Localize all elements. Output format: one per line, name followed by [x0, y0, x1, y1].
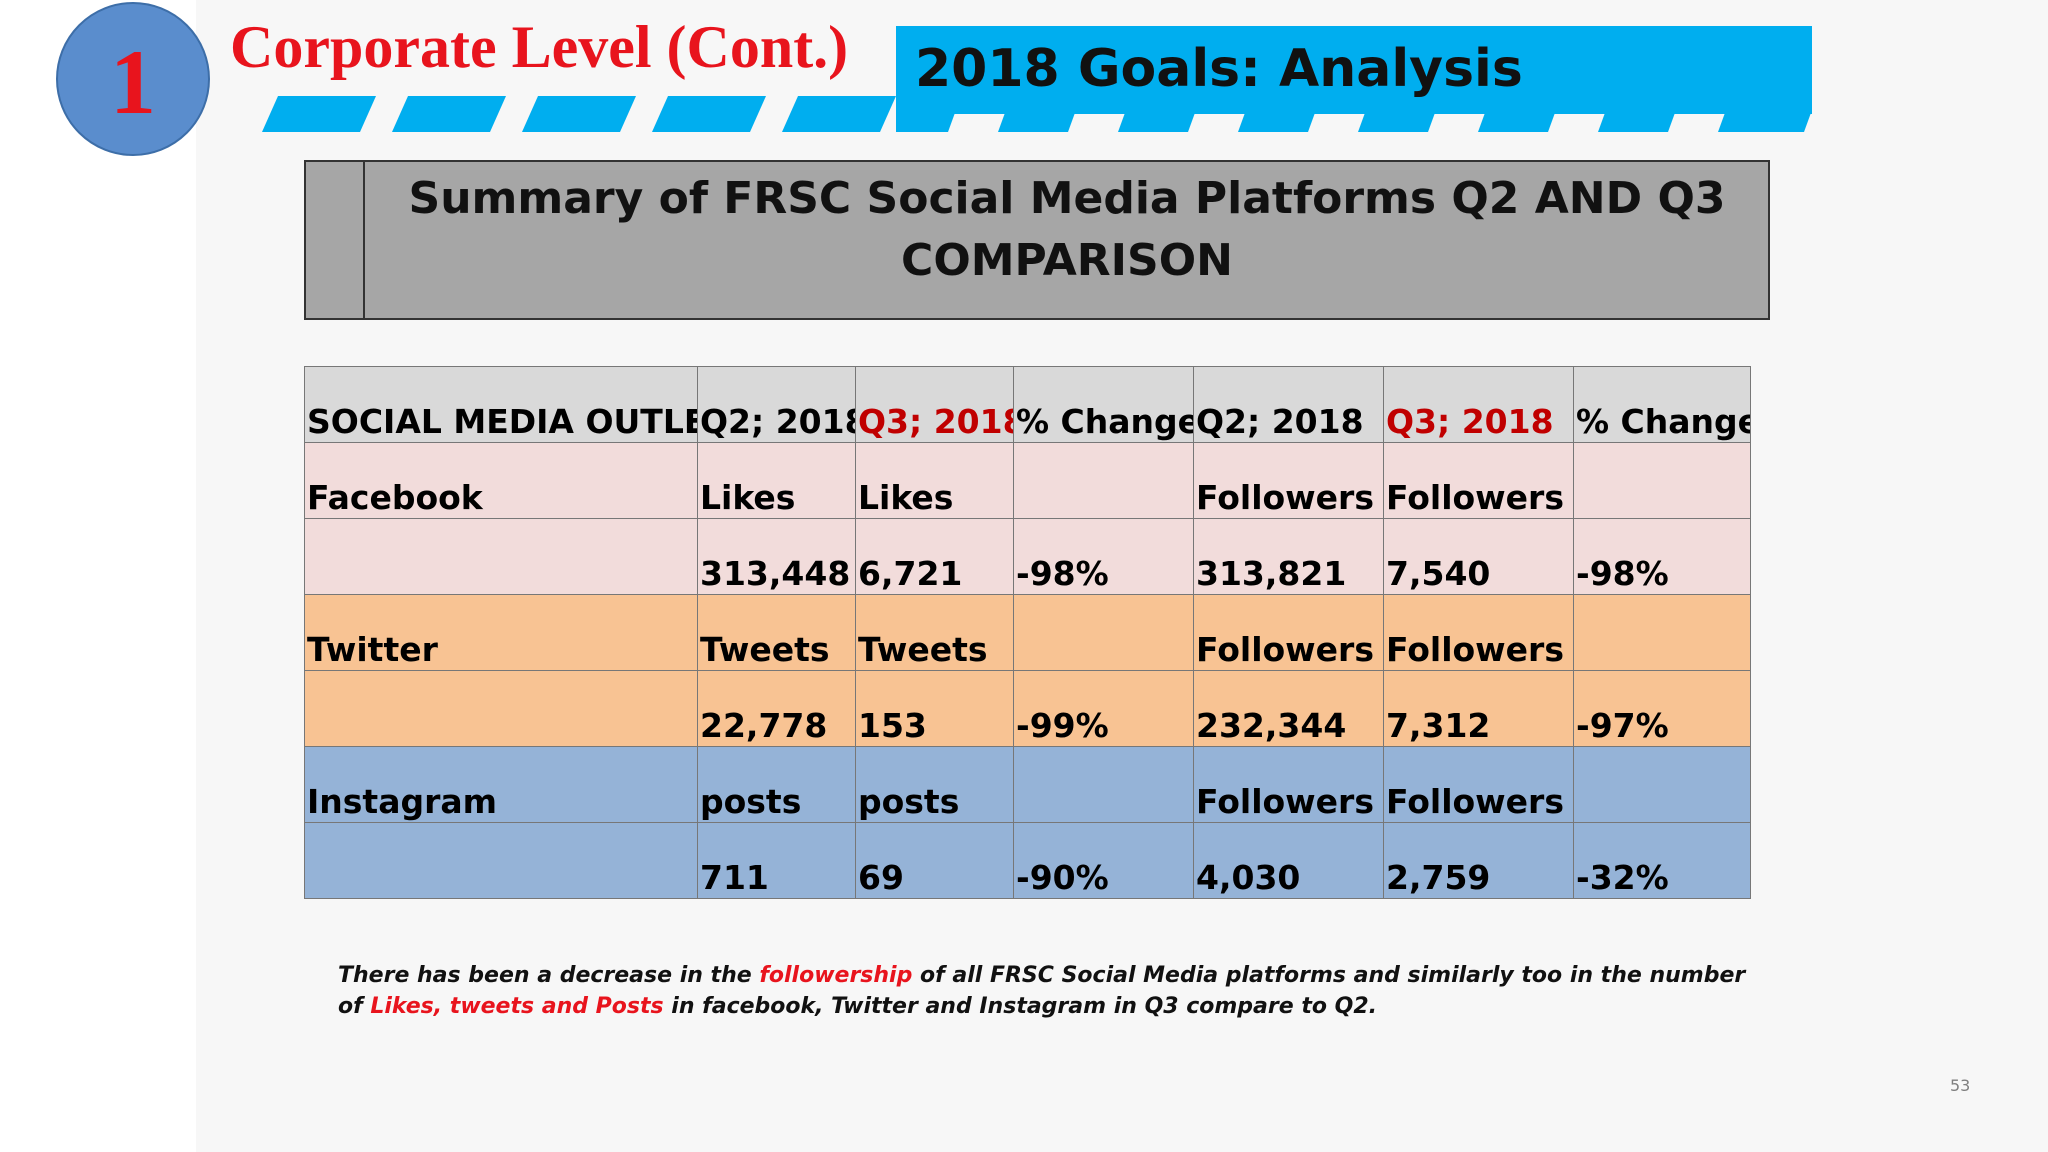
table-cell: Tweets — [697, 594, 856, 671]
table-row-instagram-labels: Instagram posts posts Followers Follower… — [304, 746, 1751, 823]
table-row-instagram-values: 711 69 -90% 4,030 2,759 -32% — [304, 822, 1751, 899]
header-q3-count: Q3; 2018 — [855, 366, 1014, 443]
table-cell: Facebook — [304, 442, 698, 519]
table-cell: -32% — [1573, 822, 1751, 899]
table-cell: -99% — [1013, 670, 1194, 747]
analysis-footnote: There has been a decrease in the followe… — [338, 960, 1758, 1022]
header-change-followers: % Change — [1573, 366, 1751, 443]
table-cell — [304, 518, 698, 595]
table-row-facebook-labels: Facebook Likes Likes Followers Followers — [304, 442, 1751, 519]
table-cell: 313,448 — [697, 518, 856, 595]
table-cell: 7,312 — [1383, 670, 1574, 747]
table-cell: 232,344 — [1193, 670, 1384, 747]
summary-title-box: Summary of FRSC Social Media Platforms Q… — [304, 160, 1770, 320]
table-cell — [1573, 594, 1751, 671]
table-cell — [304, 822, 698, 899]
table-cell: 69 — [855, 822, 1014, 899]
table-header-row: SOCIAL MEDIA OUTLET Q2; 2018 Q3; 2018 % … — [304, 366, 1751, 443]
footnote-highlight-followership: followership — [759, 963, 913, 988]
table-cell — [1013, 442, 1194, 519]
goals-banner-stripes — [896, 110, 1812, 132]
goals-title: 2018 Goals: Analysis — [915, 39, 1523, 99]
table-cell: 7,540 — [1383, 518, 1574, 595]
summary-box-left-cell — [306, 162, 365, 318]
table-cell: -98% — [1573, 518, 1751, 595]
header-outlet: SOCIAL MEDIA OUTLET — [304, 366, 698, 443]
level-title: Corporate Level (Cont.) — [230, 14, 849, 80]
footnote-text: There has been a decrease in the — [338, 963, 760, 988]
table-cell: 313,821 — [1193, 518, 1384, 595]
table-cell: Tweets — [855, 594, 1014, 671]
social-media-comparison-table: SOCIAL MEDIA OUTLET Q2; 2018 Q3; 2018 % … — [304, 366, 1751, 899]
table-cell — [304, 670, 698, 747]
table-cell: posts — [855, 746, 1014, 823]
table-cell — [1573, 442, 1751, 519]
summary-title-line2: COMPARISON — [901, 235, 1233, 286]
summary-title: Summary of FRSC Social Media Platforms Q… — [366, 168, 1768, 292]
header-q2-count: Q2; 2018 — [697, 366, 856, 443]
table-cell: 6,721 — [855, 518, 1014, 595]
table-cell: Likes — [697, 442, 856, 519]
footnote-text: in facebook, Twitter and Instagram in Q3… — [663, 994, 1377, 1019]
header-q2-followers: Q2; 2018 — [1193, 366, 1384, 443]
table-cell: 2,759 — [1383, 822, 1574, 899]
table-cell: Followers — [1193, 594, 1384, 671]
table-cell — [1013, 594, 1194, 671]
table-cell: Instagram — [304, 746, 698, 823]
table-cell: 711 — [697, 822, 856, 899]
header-q3-followers: Q3; 2018 — [1383, 366, 1574, 443]
table-cell: 153 — [855, 670, 1014, 747]
table-cell: Followers — [1193, 442, 1384, 519]
footnote-highlight-likes: Likes, tweets and Posts — [370, 994, 664, 1019]
table-cell: Followers — [1193, 746, 1384, 823]
summary-title-line1: Summary of FRSC Social Media Platforms Q… — [408, 173, 1726, 224]
header-change-count: % Change — [1013, 366, 1194, 443]
goals-banner — [896, 26, 1812, 114]
table-row-twitter-values: 22,778 153 -99% 232,344 7,312 -97% — [304, 670, 1751, 747]
table-cell: -98% — [1013, 518, 1194, 595]
page-number: 53 — [1950, 1076, 1971, 1095]
table-cell: Twitter — [304, 594, 698, 671]
table-cell: Likes — [855, 442, 1014, 519]
decorative-stripes — [262, 96, 896, 132]
section-number-badge: 1 — [56, 2, 210, 156]
table-cell: 4,030 — [1193, 822, 1384, 899]
section-number: 1 — [110, 31, 156, 133]
table-cell: -90% — [1013, 822, 1194, 899]
table-row-twitter-labels: Twitter Tweets Tweets Followers Follower… — [304, 594, 1751, 671]
table-cell: -97% — [1573, 670, 1751, 747]
table-cell: Followers — [1383, 442, 1574, 519]
table-cell: posts — [697, 746, 856, 823]
table-row-facebook-values: 313,448 6,721 -98% 313,821 7,540 -98% — [304, 518, 1751, 595]
table-cell: 22,778 — [697, 670, 856, 747]
table-cell — [1573, 746, 1751, 823]
footnote-text: of all FRSC Social Media platforms and s… — [338, 963, 1746, 1019]
table-cell: Followers — [1383, 594, 1574, 671]
table-cell: Followers — [1383, 746, 1574, 823]
table-cell — [1013, 746, 1194, 823]
